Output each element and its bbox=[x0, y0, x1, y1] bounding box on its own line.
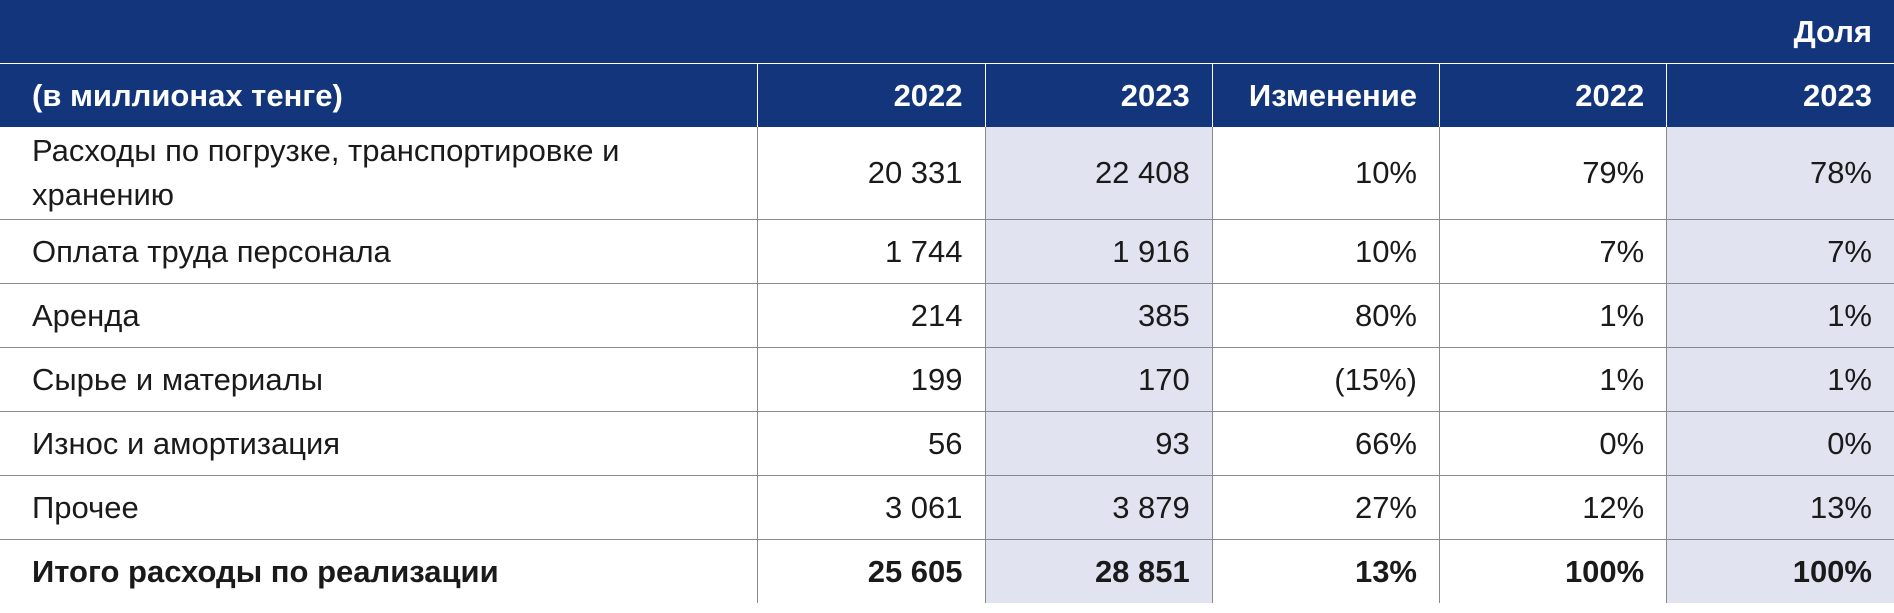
value-change: 66% bbox=[1211, 411, 1440, 476]
share-2023: 1% bbox=[1666, 283, 1894, 348]
row-label: Износ и амортизация bbox=[0, 411, 758, 476]
row-label: Прочее bbox=[0, 475, 758, 540]
value-2023: 385 bbox=[984, 283, 1213, 348]
share-2023: 7% bbox=[1666, 219, 1894, 284]
group-header-row: Доля bbox=[0, 0, 1894, 64]
share-2023: 1% bbox=[1666, 347, 1894, 412]
header-share-2022: 2022 bbox=[1438, 63, 1667, 127]
row-label: Сырье и материалы bbox=[0, 347, 758, 412]
share-2022: 79% bbox=[1438, 127, 1667, 220]
share-2023: 78% bbox=[1666, 127, 1894, 220]
table-row: Расходы по погрузке, транспортировке и х… bbox=[0, 127, 1894, 220]
share-2022: 1% bbox=[1438, 283, 1667, 348]
value-change: 27% bbox=[1211, 475, 1440, 540]
table-row: Сырье и материалы 199 170 (15%) 1% 1% bbox=[0, 347, 1894, 412]
value-2023: 1 916 bbox=[984, 219, 1213, 284]
value-2022: 56 bbox=[757, 411, 986, 476]
header-units: (в миллионах тенге) bbox=[0, 63, 758, 127]
value-2022: 199 bbox=[757, 347, 986, 412]
header-share-2023: 2023 bbox=[1666, 63, 1894, 127]
share-2022: 7% bbox=[1438, 219, 1667, 284]
value-change: (15%) bbox=[1211, 347, 1440, 412]
value-2022: 3 061 bbox=[757, 475, 986, 540]
header-2022: 2022 bbox=[757, 63, 986, 127]
total-change: 13% bbox=[1211, 539, 1440, 603]
share-2023: 0% bbox=[1666, 411, 1894, 476]
total-label: Итого расходы по реализации bbox=[0, 539, 758, 603]
table-row: Износ и амортизация 56 93 66% 0% 0% bbox=[0, 411, 1894, 476]
value-2023: 170 bbox=[984, 347, 1213, 412]
total-row: Итого расходы по реализации 25 605 28 85… bbox=[0, 539, 1894, 603]
share-2022: 1% bbox=[1438, 347, 1667, 412]
value-2022: 1 744 bbox=[757, 219, 986, 284]
column-header-row: (в миллионах тенге) 2022 2023 Изменение … bbox=[0, 63, 1894, 127]
header-2023: 2023 bbox=[984, 63, 1213, 127]
group-header-spacer bbox=[0, 0, 1667, 64]
table-row: Оплата труда персонала 1 744 1 916 10% 7… bbox=[0, 219, 1894, 284]
group-header-share: Доля bbox=[1666, 0, 1894, 64]
total-share-2022: 100% bbox=[1438, 539, 1667, 603]
row-label: Расходы по погрузке, транспортировке и х… bbox=[0, 127, 758, 220]
total-2022: 25 605 bbox=[757, 539, 986, 603]
value-2023: 3 879 bbox=[984, 475, 1213, 540]
value-change: 10% bbox=[1211, 127, 1440, 220]
total-share-2023: 100% bbox=[1666, 539, 1894, 603]
share-2023: 13% bbox=[1666, 475, 1894, 540]
row-label: Оплата труда персонала bbox=[0, 219, 758, 284]
share-2022: 12% bbox=[1438, 475, 1667, 540]
table-row: Прочее 3 061 3 879 27% 12% 13% bbox=[0, 475, 1894, 540]
header-change: Изменение bbox=[1211, 63, 1440, 127]
value-change: 80% bbox=[1211, 283, 1440, 348]
table-row: Аренда 214 385 80% 1% 1% bbox=[0, 283, 1894, 348]
value-2023: 22 408 bbox=[984, 127, 1213, 220]
value-change: 10% bbox=[1211, 219, 1440, 284]
value-2022: 214 bbox=[757, 283, 986, 348]
value-2022: 20 331 bbox=[757, 127, 986, 220]
share-2022: 0% bbox=[1438, 411, 1667, 476]
value-2023: 93 bbox=[984, 411, 1213, 476]
row-label: Аренда bbox=[0, 283, 758, 348]
total-2023: 28 851 bbox=[984, 539, 1213, 603]
